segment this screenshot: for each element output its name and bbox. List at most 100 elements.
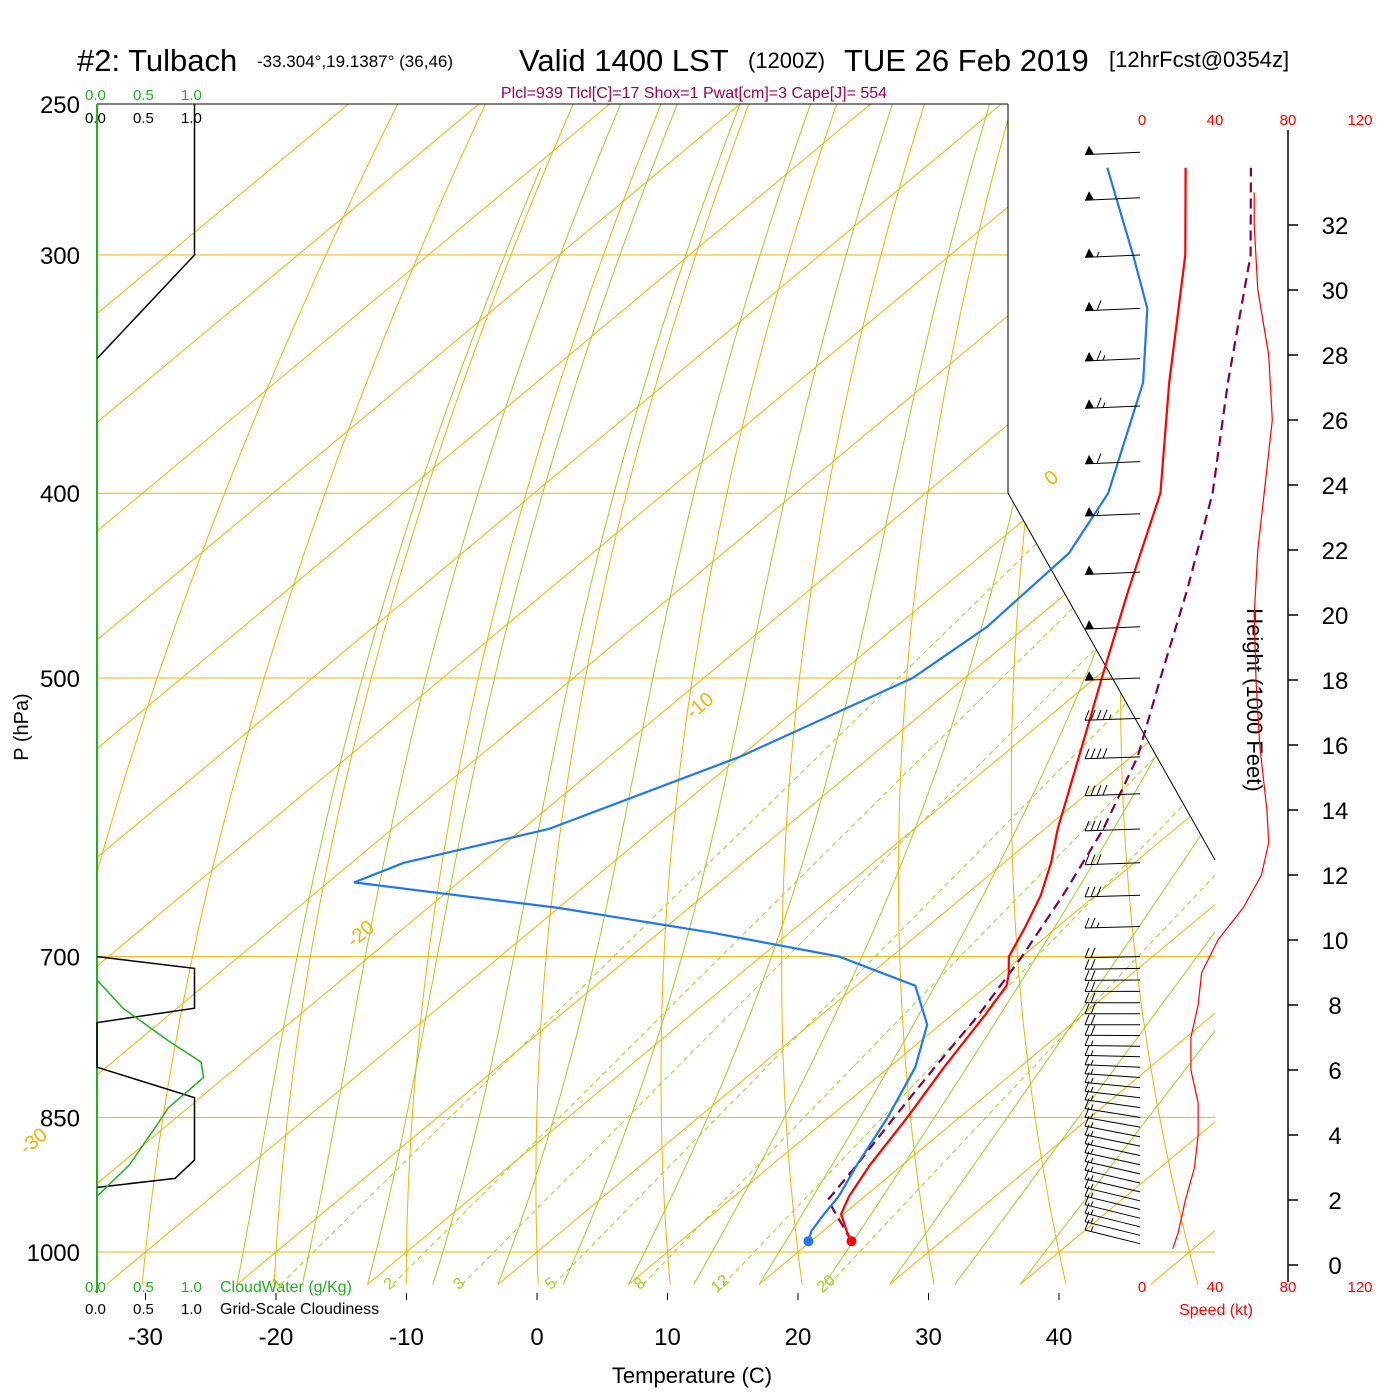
pressure-tick-label: 850 bbox=[40, 1105, 80, 1132]
wind-barb bbox=[1084, 145, 1141, 156]
cloudwater-label: CloudWater (g/Kg) bbox=[220, 1279, 352, 1296]
wind-barb bbox=[1084, 565, 1141, 575]
mixing-ratio-line bbox=[461, 492, 1215, 1285]
wind-barb-staff bbox=[1084, 1160, 1141, 1175]
wind-barb-pennant bbox=[1085, 620, 1094, 630]
cloudwater-line bbox=[96, 979, 205, 1197]
wind-barb-half-feather bbox=[1090, 1192, 1094, 1198]
wind-barb bbox=[1084, 248, 1141, 258]
height-tick-label: 28 bbox=[1322, 343, 1349, 370]
valid-time: Valid 1400 LST bbox=[519, 43, 729, 78]
wind-barb-staff bbox=[1084, 677, 1141, 681]
wind-barb-pennant bbox=[1085, 352, 1094, 361]
wind-barb-feather bbox=[1084, 1045, 1090, 1056]
wind-barb-staff bbox=[1084, 571, 1141, 575]
wind-barb-feather bbox=[1096, 748, 1102, 759]
cloudwater-tick-top-0: 0.0 bbox=[85, 87, 106, 104]
wind-barb-pennant bbox=[1085, 145, 1094, 155]
wind-barb bbox=[1084, 1203, 1141, 1228]
speed-label: Speed (kt) bbox=[1179, 1302, 1253, 1319]
wind-barb-staff bbox=[1084, 756, 1141, 760]
wind-barb-feather bbox=[1084, 959, 1090, 970]
cloudwater-tick-bottom-0: 0.0 bbox=[85, 1279, 106, 1296]
forecast-label: [12hrFcst@0354z] bbox=[1109, 47, 1289, 72]
wind-barb-staff bbox=[1084, 1152, 1141, 1166]
wind-barb-feather bbox=[1090, 1025, 1096, 1036]
cloudiness-tick-bottom-0: 0.0 bbox=[85, 1301, 106, 1318]
wind-barb-half-feather bbox=[1090, 1226, 1094, 1232]
wind-barb-half-feather bbox=[1090, 1209, 1094, 1215]
wind-barb bbox=[1084, 970, 1141, 981]
tick-labels: 123581220100-10-20-300102030250300400500… bbox=[16, 92, 1349, 1351]
wind-barb-staff bbox=[1084, 1187, 1141, 1202]
wind-barb bbox=[1084, 1219, 1141, 1245]
cloudiness-tick-bottom-2: 1.0 bbox=[181, 1301, 202, 1318]
wind-barb-half-feather bbox=[1090, 1217, 1094, 1224]
wind-barb-pennant bbox=[1085, 301, 1094, 311]
wind-barb-feather bbox=[1084, 1219, 1090, 1231]
cloudiness-upper-line bbox=[96, 104, 196, 360]
wind-barb bbox=[1084, 748, 1141, 760]
mixing-ratio-line bbox=[722, 492, 1215, 1285]
isotherm-line bbox=[889, 104, 1215, 1285]
wind-barb-pennant bbox=[1085, 191, 1094, 201]
wind-barb-feather bbox=[1090, 959, 1096, 970]
isotherm-line bbox=[97, 104, 954, 1285]
height-tick-label: 24 bbox=[1322, 473, 1349, 500]
wind-barb-feather bbox=[1084, 1054, 1090, 1065]
wind-barb-half-feather bbox=[1090, 1175, 1094, 1181]
speed-tick-top-0: 0 bbox=[1138, 112, 1146, 129]
y-axis-title: P (hPa) bbox=[11, 693, 33, 760]
wind-barb-pennant bbox=[1085, 565, 1094, 575]
x-tick-label: 30 bbox=[915, 1324, 942, 1351]
wind-barb-half-feather bbox=[1090, 1040, 1094, 1046]
wind-barb-feather bbox=[1096, 397, 1102, 408]
wind-barb-half-feather bbox=[1096, 922, 1100, 928]
x-tick-label: -10 bbox=[389, 1324, 424, 1351]
dry-adiabat-line bbox=[897, 104, 1033, 1285]
mixing-ratio-label: 5 bbox=[542, 1275, 560, 1294]
wind-barb-feather bbox=[1096, 709, 1102, 721]
moist-adiabat-line bbox=[889, 104, 1215, 1285]
stability-indices: Plcl=939 Tlcl[C]=17 Shox=1 Pwat[cm]=3 Ca… bbox=[501, 85, 887, 102]
wind-barb-staff bbox=[1084, 828, 1141, 832]
wind-barb-feather bbox=[1084, 1014, 1090, 1025]
height-tick-label: 0 bbox=[1328, 1253, 1341, 1280]
wind-barb-staff bbox=[1084, 461, 1141, 465]
wind-barb-half-feather bbox=[1096, 251, 1100, 257]
wind-barb-feather bbox=[1084, 820, 1090, 832]
wind-barb-feather bbox=[1096, 300, 1102, 311]
moist-adiabat-line bbox=[562, 104, 917, 1285]
plot-frame bbox=[96, 103, 1289, 1293]
pressure-tick-label: 500 bbox=[40, 666, 80, 693]
sounding-profiles bbox=[353, 167, 1253, 1247]
wind-barb bbox=[1084, 820, 1141, 832]
height-tick-label: 22 bbox=[1322, 538, 1349, 565]
wind-barb-feather bbox=[1090, 886, 1096, 897]
pressure-tick-label: 250 bbox=[40, 92, 80, 119]
cloudwater-tick-bottom-1: 0.5 bbox=[133, 1279, 154, 1296]
wind-barb-half-feather bbox=[1090, 1113, 1094, 1119]
wind-barb-half-feather bbox=[1102, 355, 1106, 361]
mixing-ratio-line bbox=[392, 492, 1190, 1285]
isotherm-line bbox=[236, 104, 1215, 1285]
x-tick-label: -20 bbox=[259, 1324, 294, 1351]
cloudiness-line bbox=[96, 955, 196, 1189]
height-tick-label: 8 bbox=[1328, 993, 1341, 1020]
wind-speed-line bbox=[1172, 192, 1273, 1249]
wind-barb-feather bbox=[1096, 453, 1102, 464]
wind-barb-staff bbox=[1084, 1073, 1141, 1078]
x-tick-label: 10 bbox=[654, 1324, 681, 1351]
dry-adiabat-line bbox=[660, 104, 862, 1285]
wind-barb bbox=[1084, 784, 1141, 797]
height-tick-label: 12 bbox=[1322, 863, 1349, 890]
wind-barb-feather bbox=[1096, 886, 1102, 897]
dry-adiabat-line bbox=[97, 104, 433, 1285]
wind-barb-staff bbox=[1084, 1090, 1141, 1099]
wind-barb-half-feather bbox=[1090, 1148, 1094, 1155]
wind-barb-staff bbox=[1084, 1125, 1141, 1138]
wind-barb-staff bbox=[1084, 626, 1141, 630]
wind-barb-pennant bbox=[1085, 248, 1094, 258]
isotherm-line bbox=[628, 104, 1215, 1285]
